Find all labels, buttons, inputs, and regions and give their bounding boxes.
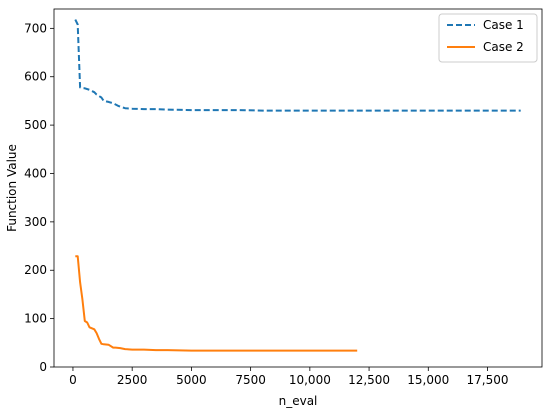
y-axis-label: Function Value — [5, 144, 19, 232]
y-tick-label: 300 — [24, 215, 47, 229]
y-tick-label: 200 — [24, 263, 47, 277]
x-tick-label: 15,000 — [407, 373, 449, 387]
y-tick-label: 0 — [39, 360, 47, 374]
y-tick-label: 700 — [24, 21, 47, 35]
y-tick-label: 400 — [24, 166, 47, 180]
x-tick-label: 5000 — [176, 373, 207, 387]
series-line-2 — [75, 255, 358, 352]
legend-box — [438, 13, 538, 63]
series-layer — [74, 19, 521, 352]
x-tick-label: 17,500 — [467, 373, 509, 387]
plot-frame — [53, 8, 543, 368]
y-tick-label: 600 — [24, 70, 47, 84]
legend-label-case-1: Case 1 — [483, 18, 524, 32]
y-axis: 0 100 200 300 400 500 600 700 — [24, 21, 54, 374]
series-line-1 — [74, 19, 521, 112]
x-tick-label: 7500 — [235, 373, 266, 387]
x-axis: 0 2500 5000 7500 10,000 12,500 15,000 17,500 — [69, 367, 509, 387]
x-axis-label: n_eval — [279, 394, 318, 408]
x-tick-label: 10,000 — [289, 373, 331, 387]
legend: Case 1 Case 2 — [438, 13, 538, 63]
y-tick-label: 500 — [24, 118, 47, 132]
x-tick-label: 12,500 — [348, 373, 390, 387]
x-tick-label: 0 — [69, 373, 77, 387]
x-tick-label: 2500 — [117, 373, 148, 387]
legend-label-case-2: Case 2 — [483, 40, 524, 54]
y-tick-label: 100 — [24, 312, 47, 326]
